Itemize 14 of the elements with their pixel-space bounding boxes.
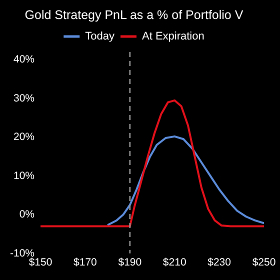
x-tick-label: $250 [252, 256, 276, 269]
legend-label: At Expiration [142, 30, 204, 43]
chart-title: Gold Strategy PnL as a % of Portfolio V [24, 8, 244, 22]
legend-label: Today [85, 30, 115, 43]
y-tick-label: 20% [13, 131, 35, 144]
x-tick-label: $210 [162, 256, 186, 269]
x-tick-label: $170 [74, 256, 98, 269]
y-tick-label: 10% [13, 170, 35, 182]
x-tick-label: $190 [118, 256, 142, 269]
x-tick-label: $230 [208, 256, 232, 269]
y-tick-label: 30% [13, 92, 35, 104]
x-tick-label: $150 [28, 256, 52, 269]
y-tick-label: 0% [19, 208, 35, 221]
y-tick-label: 40% [13, 54, 35, 66]
